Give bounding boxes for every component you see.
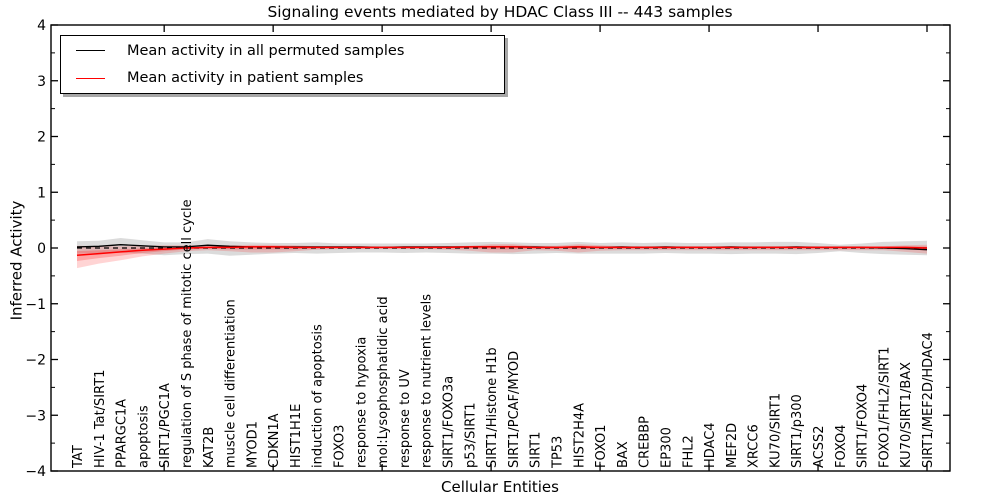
x-tick-label: FOXO4 bbox=[834, 425, 849, 468]
x-tick-label: HIV-1 Tat/SIRT1 bbox=[93, 370, 108, 468]
y-tick-label: 3 bbox=[37, 74, 46, 90]
x-tick-label: SIRT1/PCAF/MYOD bbox=[507, 351, 522, 468]
y-tick-label: −3 bbox=[25, 408, 46, 424]
y-tick-label: 4 bbox=[37, 18, 46, 34]
x-tick-label: CDKN1A bbox=[267, 413, 282, 468]
x-tick-label: muscle cell differentiation bbox=[224, 299, 239, 468]
x-tick-label: HIST1H1E bbox=[289, 404, 304, 468]
x-tick-label: CREBBP bbox=[638, 416, 653, 468]
y-axis-label: Inferred Activity bbox=[7, 200, 26, 321]
y-tick-label: −1 bbox=[25, 297, 46, 313]
legend-entry-patient: Mean activity in patient samples bbox=[61, 65, 504, 91]
legend-label-permuted: Mean activity in all permuted samples bbox=[127, 42, 405, 59]
x-tick-label: XRCC6 bbox=[747, 424, 762, 468]
x-tick-label: SIRT1/p300 bbox=[790, 394, 805, 468]
x-tick-label: MEF2D bbox=[725, 423, 740, 468]
legend-label-patient: Mean activity in patient samples bbox=[127, 70, 364, 87]
x-tick-label: response to hypoxia bbox=[354, 337, 369, 468]
x-tick-label: SIRT1/MEF2D/HDAC4 bbox=[921, 332, 936, 468]
x-tick-label: TAT bbox=[71, 445, 86, 469]
x-tick-label: FHL2 bbox=[681, 435, 696, 468]
x-tick-label: HDAC4 bbox=[703, 422, 718, 468]
x-tick-label: ACSS2 bbox=[812, 425, 827, 468]
x-tick-label: SIRT1 bbox=[529, 432, 544, 468]
x-tick-label: KU70/SIRT1 bbox=[768, 393, 783, 468]
x-tick-label: induction of apoptosis bbox=[311, 324, 326, 468]
x-tick-label: mol:Lysophosphatidic acid bbox=[376, 296, 391, 468]
x-tick-label: KU70/SIRT1/BAX bbox=[899, 362, 914, 468]
y-tick-label: 2 bbox=[37, 130, 46, 146]
x-tick-label: EP300 bbox=[659, 427, 674, 468]
y-tick-label: 0 bbox=[37, 241, 46, 257]
x-tick-label: SIRT1/FOXO4 bbox=[856, 384, 871, 468]
permuted-line-sample bbox=[76, 50, 105, 52]
x-tick-label: response to UV bbox=[398, 369, 413, 468]
patient-line-sample bbox=[76, 77, 105, 79]
legend-entry-permuted: Mean activity in all permuted samples bbox=[61, 38, 504, 64]
x-tick-label: BAX bbox=[616, 441, 631, 468]
y-tick-label: −2 bbox=[25, 353, 46, 369]
x-tick-label: KAT2B bbox=[202, 427, 217, 468]
y-tick-label: −4 bbox=[25, 464, 46, 480]
x-tick-label: response to nutrient levels bbox=[420, 294, 435, 468]
patient-confidence-band bbox=[77, 244, 927, 269]
y-tick-label: 1 bbox=[37, 185, 46, 201]
x-tick-label: SIRT1/Histone H1b bbox=[485, 347, 500, 468]
chart-title: Signaling events mediated by HDAC Class … bbox=[267, 3, 733, 21]
x-tick-label: apoptosis bbox=[136, 405, 151, 468]
x-tick-label: FOXO1/FHL2/SIRT1 bbox=[877, 347, 892, 468]
x-tick-label: HIST2H4A bbox=[572, 403, 587, 468]
x-tick-label: SIRT1/FOXO3a bbox=[442, 376, 457, 468]
x-tick-label: SIRT1/PGC1A bbox=[158, 383, 173, 468]
x-tick-label: FOXO1 bbox=[594, 425, 609, 468]
patient-mean-line bbox=[76, 246, 928, 256]
x-tick-label: regulation of S phase of mitotic cell cy… bbox=[180, 199, 195, 468]
x-axis-label: Cellular Entities bbox=[441, 478, 559, 496]
x-tick-label: MYOD1 bbox=[245, 421, 260, 468]
x-tick-label: p53/SIRT1 bbox=[463, 402, 478, 468]
legend: Mean activity in all permuted samples Me… bbox=[60, 35, 505, 94]
x-tick-label: PPARGC1A bbox=[115, 399, 130, 468]
x-tick-label: FOXO3 bbox=[333, 425, 348, 468]
x-tick-label: TP53 bbox=[550, 436, 565, 469]
